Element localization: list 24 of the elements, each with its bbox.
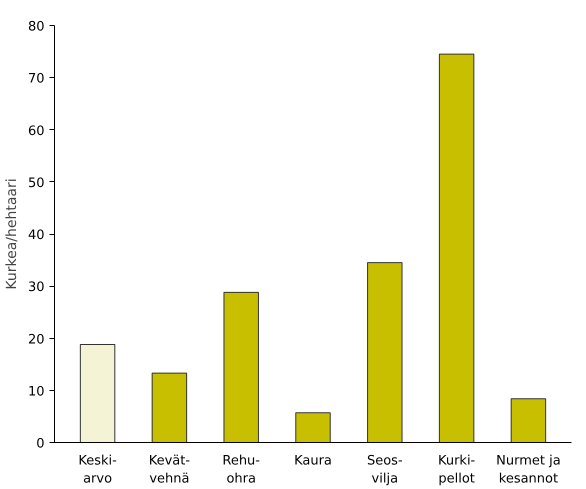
y-tick-label: 10 (28, 384, 45, 400)
bar (438, 54, 474, 442)
x-tick-label: Seos- vilja (366, 454, 403, 486)
bar (223, 292, 259, 442)
bar (510, 398, 546, 442)
x-tick-label: Keski- arvo (78, 454, 118, 486)
x-tick-label: Rehu- ohra (222, 454, 260, 486)
x-tick-label: Kaura (294, 454, 332, 468)
bar (152, 372, 188, 442)
y-axis-title: Kurkea/hehtaari (4, 178, 20, 290)
bar (295, 412, 331, 442)
y-tick-label: 70 (28, 72, 45, 87)
bar (367, 262, 403, 442)
y-tick-label: 20 (28, 332, 45, 348)
bar (80, 344, 116, 442)
y-tick-label: 50 (28, 176, 45, 191)
y-tick-label: 30 (28, 280, 45, 296)
y-tick-label: 40 (28, 228, 45, 243)
y-tick-label: 0 (36, 436, 45, 452)
y-tick-label: 80 (28, 20, 45, 34)
x-tick-label: Kevät- vehnä (148, 454, 190, 486)
x-tick-label: Kurki- pellot (438, 454, 476, 486)
y-tick-label: 60 (28, 124, 45, 139)
x-tick-label: Nurmet ja kesannot (496, 454, 561, 486)
